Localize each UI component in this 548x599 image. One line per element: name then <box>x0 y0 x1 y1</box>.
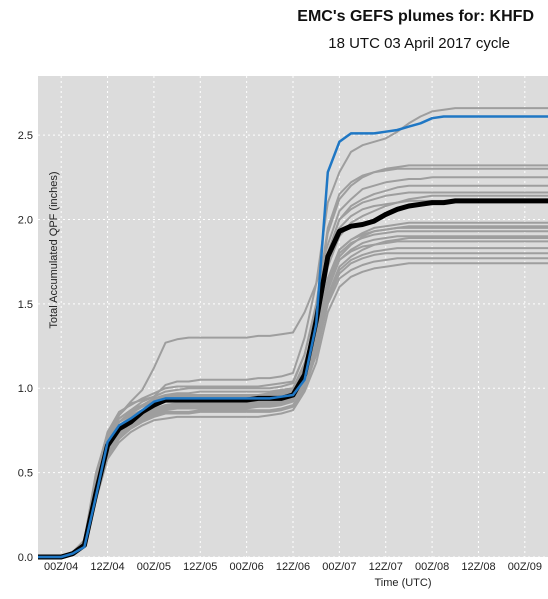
x-tick-label: 00Z/09 <box>508 561 542 573</box>
x-tick-label: 00Z/04 <box>44 561 78 573</box>
chart-subtitle: 18 UTC 03 April 2017 cycle <box>328 35 510 52</box>
x-tick-label: 00Z/07 <box>322 561 356 573</box>
grid <box>38 76 548 558</box>
x-tick-label: 12Z/08 <box>461 561 495 573</box>
x-tick-label: 12Z/07 <box>369 561 403 573</box>
control-line <box>38 115 548 559</box>
y-tick-label: 2.0 <box>18 214 33 226</box>
x-tick-label: 12Z/05 <box>183 561 217 573</box>
x-tick-label: 12Z/04 <box>90 561 124 573</box>
member-line-18 <box>38 252 548 558</box>
x-axis-label: Time (UTC) <box>374 577 431 589</box>
y-tick-label: 2.5 <box>18 130 33 142</box>
member-line-9 <box>38 257 548 558</box>
y-tick-label: 1.0 <box>18 383 33 395</box>
x-tick-label: 00Z/05 <box>137 561 171 573</box>
y-tick-label: 0.0 <box>18 552 33 564</box>
member-line-13 <box>38 247 548 558</box>
x-tick-label: 12Z/06 <box>276 561 310 573</box>
x-tick-label: 00Z/06 <box>230 561 264 573</box>
x-tick-label: 00Z/08 <box>415 561 449 573</box>
y-tick-label: 1.5 <box>18 299 33 311</box>
member-line-11 <box>38 167 548 558</box>
member-line-10 <box>38 262 548 558</box>
member-line-2 <box>38 107 548 558</box>
y-axis-label: Total Accumulated QPF (inches) <box>48 171 60 328</box>
member-line-19 <box>38 191 548 558</box>
x-tick-labels: 00Z/04 12Z/04 00Z/05 12Z/05 00Z/06 12Z/06 00Z/… <box>44 561 542 573</box>
control-run <box>38 115 548 559</box>
y-tick-labels: 0.0 0.5 1.0 1.5 2.0 2.5 <box>18 130 33 564</box>
chart-title: EMC's GEFS plumes for: KHFD <box>297 8 534 25</box>
y-tick-label: 0.5 <box>18 468 33 480</box>
